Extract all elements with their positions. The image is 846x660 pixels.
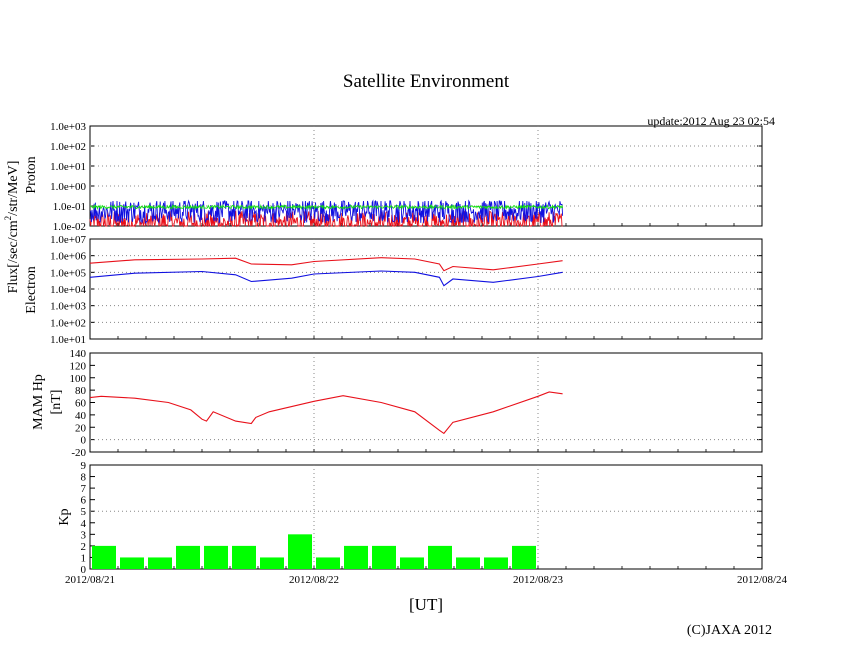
kp-bar-13 [456,557,480,569]
ytick-label-2-4: 60 [75,398,87,410]
kp-bar-2 [148,557,172,569]
panel-frame-2 [89,352,763,453]
ytick-label-3-8: 8 [81,472,87,484]
ytick-label-1-1: 1.0e+02 [50,317,86,329]
kp-bar-1 [120,557,144,569]
ytick-label-3-2: 2 [81,541,87,553]
kp-bar-3 [176,545,200,569]
x-tick-label-0: 2012/08/21 [65,574,115,586]
ytick-label-3-0: 0 [81,564,87,576]
ytick-label-1-4: 1.0e+05 [50,267,86,279]
flux-label-main: Flux[/sec/cm [6,220,21,293]
electron-ylabel: Electron [24,266,39,313]
ytick-label-0-2: 1.0e+00 [50,181,86,193]
kp-bar-6 [260,557,284,569]
kp-bar-14 [484,557,508,569]
x-tick-label-2: 2012/08/23 [513,574,564,586]
electron-blue-line [89,270,563,287]
update-timestamp: update:2012 Aug 23 02:54 [647,114,775,128]
electron-red-line [89,257,563,272]
copyright-text: (C)JAXA 2012 [687,623,772,638]
ytick-label-2-3: 40 [75,410,87,422]
ytick-label-2-8: 140 [70,348,87,360]
x-tick-label-3: 2012/08/24 [737,574,788,586]
kp-bar-0 [92,545,116,569]
ytick-label-3-7: 7 [81,483,87,495]
ytick-label-3-9: 9 [81,460,87,472]
ytick-label-3-6: 6 [81,495,87,507]
ytick-label-1-5: 1.0e+06 [50,251,86,263]
ytick-label-0-5: 1.0e+03 [50,121,86,133]
kp-bar-4 [204,545,228,569]
ytick-label-1-6: 1.0e+07 [50,234,86,246]
ytick-label-1-2: 1.0e+03 [50,301,86,313]
flux-label-tail: /str/MeV] [6,161,21,216]
ytick-label-0-0: 1.0e-02 [53,221,86,233]
proton-blue-line [89,199,564,225]
flux-axis-label: Flux[/sec/cm2/str/MeV] [3,161,21,294]
kp-bar-9 [344,545,368,569]
ytick-label-2-0: -20 [71,447,86,459]
kp-ylabel: Kp [57,508,72,525]
x-tick-label-1: 2012/08/22 [289,574,339,586]
ytick-label-0-1: 1.0e-01 [53,201,86,213]
ytick-label-0-4: 1.0e+02 [50,141,86,153]
ytick-label-0-3: 1.0e+01 [50,161,86,173]
kp-bar-12 [428,545,452,569]
kp-bar-5 [232,545,256,569]
ytick-label-2-7: 120 [70,360,87,372]
kp-bar-8 [316,557,340,569]
proton-green-line [89,203,564,211]
kp-bar-10 [372,545,396,569]
ytick-label-2-1: 0 [81,435,87,447]
ytick-label-2-6: 100 [70,373,87,385]
x-axis-label: [UT] [409,595,443,614]
kp-bar-11 [400,557,424,569]
chart-title: Satellite Environment [343,71,510,92]
kp-bar-15 [512,545,536,569]
ytick-label-1-0: 1.0e+01 [50,334,86,346]
proton-ylabel: Proton [24,156,39,193]
ytick-label-3-1: 1 [81,552,87,564]
mam-hp-unit-label: [nT] [49,390,64,415]
mam-hp-ylabel: MAM Hp [31,374,46,430]
ytick-label-3-3: 3 [81,529,87,541]
flux-label-sup: 2 [3,216,13,221]
ytick-label-1-3: 1.0e+04 [50,284,86,296]
mam-hp-red-line [89,391,563,435]
ytick-label-2-2: 20 [75,422,87,434]
ytick-label-3-5: 5 [81,506,87,518]
ytick-label-3-4: 4 [81,518,87,530]
kp-bar-7 [288,534,312,569]
ytick-label-2-5: 80 [75,385,87,397]
